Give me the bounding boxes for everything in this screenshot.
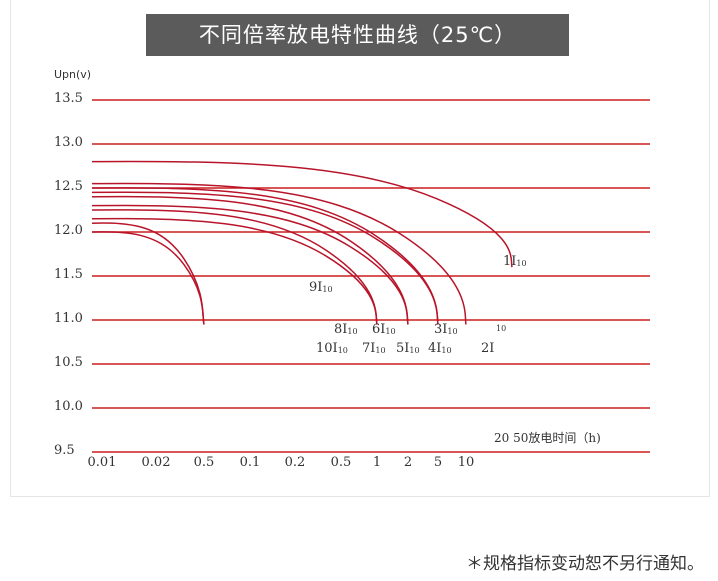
- curve-5I10: [91, 195, 409, 325]
- x-tick-label: 0.2: [285, 455, 306, 470]
- curve-label: 2I: [481, 341, 494, 356]
- x-tick-label: 2: [404, 455, 412, 470]
- y-tick-label: 10.5: [54, 355, 83, 370]
- x-tick-label: 5: [434, 455, 442, 470]
- x-axis-caption: 20 50放电时间（h): [494, 430, 601, 445]
- chart-title: 不同倍率放电特性曲线（25℃）: [146, 14, 569, 56]
- curve-3I10: [91, 187, 439, 325]
- y-tick-label: 11.0: [54, 311, 83, 326]
- footnote: ＊规格指标变动恕不另行通知。: [466, 554, 704, 574]
- curve-label: 9I10: [309, 280, 333, 295]
- x-tick-label: 0.02: [142, 455, 171, 470]
- curve-label: 8I10: [334, 322, 358, 337]
- x-tick-label: 0.5: [194, 455, 215, 470]
- curve-4I10: [91, 191, 439, 325]
- curve-1I10: [91, 160, 513, 268]
- curve-label: 4I10: [428, 341, 452, 356]
- curve-2I: [91, 182, 467, 325]
- curve-8I10: [91, 217, 378, 325]
- curve-label: 10I10: [316, 341, 348, 356]
- curve-label: 3I10: [434, 322, 458, 337]
- y-tick-label: 12.5: [54, 179, 83, 194]
- x-tick-label: 0.01: [88, 455, 117, 470]
- x-tick-label: 10: [458, 455, 475, 470]
- x-tick-label: 0.1: [240, 455, 261, 470]
- curve-label: 5I10: [396, 341, 420, 356]
- curve-6I10: [91, 204, 409, 325]
- y-tick-label: 13.5: [54, 91, 83, 106]
- curve-label: 10: [496, 324, 506, 333]
- x-tick-label: 0.5: [331, 455, 352, 470]
- y-tick-label: 12.0: [54, 223, 83, 238]
- curve-label: 1I10: [503, 254, 527, 269]
- y-tick-label: 13.0: [54, 135, 83, 150]
- y-tick-label: 9.5: [54, 443, 75, 458]
- curve-7I10: [91, 209, 378, 325]
- curve-label: 7I10: [362, 341, 386, 356]
- discharge-chart: Upn(v) 13.513.012.512.011.511.010.510.09…: [54, 68, 650, 470]
- x-tick-label: 1: [373, 455, 381, 470]
- curve-10I10: [91, 231, 205, 325]
- y-tick-label: 11.5: [54, 267, 83, 282]
- y-unit-label: Upn(v): [54, 68, 91, 81]
- y-tick-label: 10.0: [54, 399, 83, 414]
- curve-label: 6I10: [372, 322, 396, 337]
